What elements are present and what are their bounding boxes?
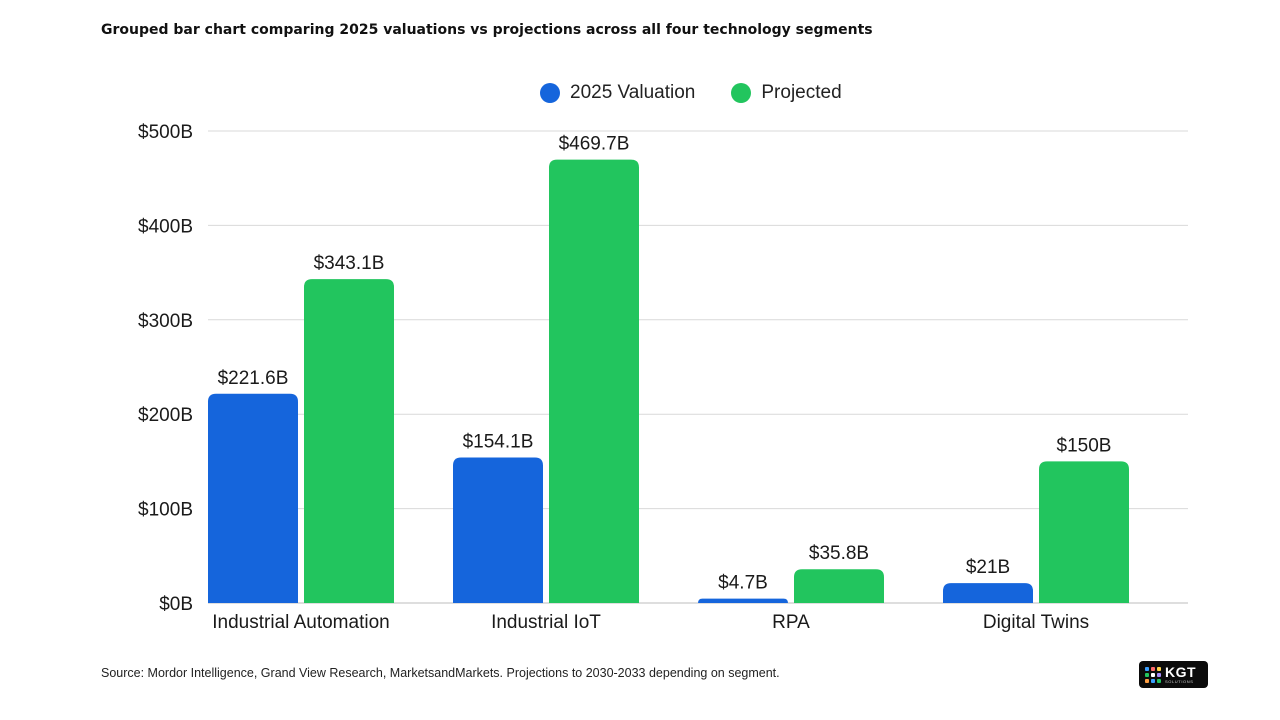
logo-dot <box>1145 678 1149 683</box>
x-tick-label: RPA <box>772 612 810 633</box>
y-tick-label: $500B <box>138 122 193 143</box>
x-tick-label: Industrial IoT <box>491 612 601 633</box>
legend-swatch-valuation <box>540 83 560 103</box>
bar-valuation <box>943 583 1033 603</box>
x-tick-label: Digital Twins <box>983 612 1089 633</box>
bar-valuation <box>453 457 543 603</box>
y-tick-label: $400B <box>138 216 193 237</box>
bar-projected <box>794 569 884 603</box>
y-tick-label: $0B <box>159 594 193 615</box>
y-tick-label: $200B <box>138 405 193 426</box>
logo-dot <box>1157 678 1161 683</box>
data-label: $469.7B <box>559 134 630 155</box>
chart-legend: 2025 Valuation Projected <box>540 82 842 104</box>
bar-valuation <box>698 598 788 603</box>
data-label: $35.8B <box>809 543 869 564</box>
logo-dot <box>1157 672 1161 677</box>
logo-mark-icon <box>1145 666 1161 683</box>
y-tick-label: $100B <box>138 500 193 521</box>
legend-item-valuation: 2025 Valuation <box>540 82 695 104</box>
logo-dot <box>1151 666 1155 671</box>
company-logo: KGT SOLUTIONS <box>1139 661 1208 688</box>
data-label: $154.1B <box>463 432 534 453</box>
legend-label-projected: Projected <box>761 82 842 103</box>
data-label: $150B <box>1057 435 1112 456</box>
logo-dot <box>1157 666 1161 671</box>
legend-swatch-projected <box>731 83 752 103</box>
logo-dot <box>1151 672 1155 677</box>
logo-dot <box>1151 678 1155 683</box>
logo-dot <box>1145 666 1149 671</box>
data-label: $343.1B <box>314 253 385 274</box>
logo-subtext: SOLUTIONS <box>1165 679 1194 684</box>
data-label: $21B <box>966 557 1010 578</box>
data-label: $4.7B <box>718 573 768 594</box>
bar-projected <box>549 159 639 603</box>
bar-projected <box>304 279 394 603</box>
bar-projected <box>1039 461 1129 603</box>
legend-item-projected: Projected <box>731 82 842 104</box>
logo-dot <box>1145 672 1149 677</box>
y-tick-label: $300B <box>138 311 193 332</box>
logo-text: KGT <box>1165 664 1197 680</box>
source-note: Source: Mordor Intelligence, Grand View … <box>101 666 780 680</box>
legend-label-valuation: 2025 Valuation <box>570 82 696 103</box>
page-title: Grouped bar chart comparing 2025 valuati… <box>101 22 873 38</box>
x-tick-label: Industrial Automation <box>212 612 389 633</box>
data-label: $221.6B <box>218 368 289 389</box>
bar-valuation <box>208 393 298 603</box>
